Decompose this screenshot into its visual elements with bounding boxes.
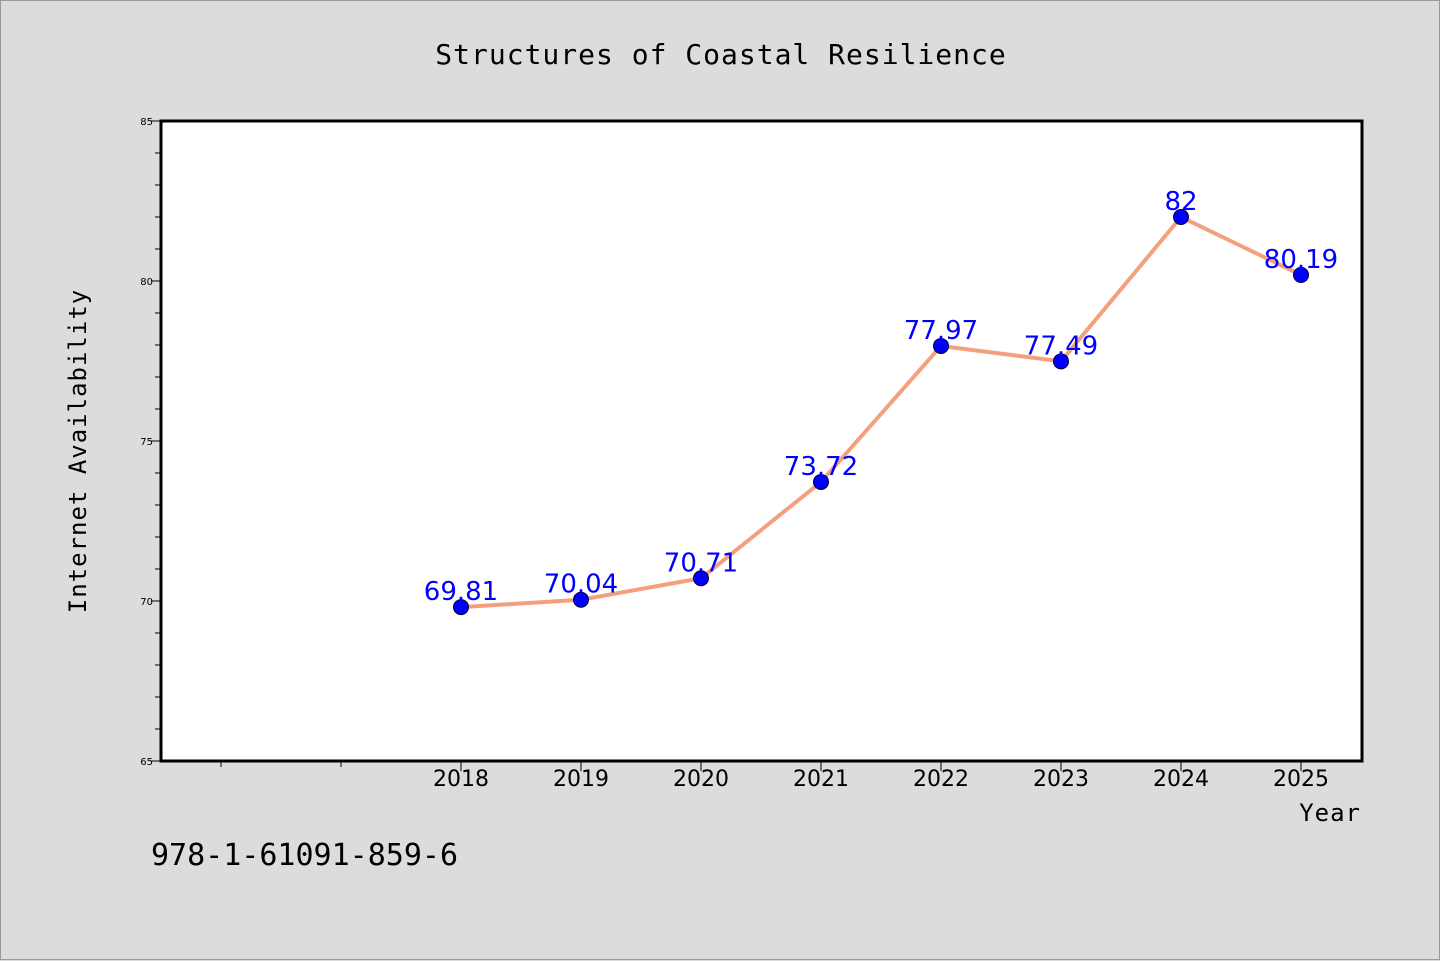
footer-id-text: 978-1-61091-859-6 <box>151 838 458 873</box>
data-point <box>1053 353 1069 370</box>
data-point <box>933 337 949 354</box>
data-point <box>1293 266 1309 283</box>
data-label: 70.71 <box>664 548 738 578</box>
data-point <box>1173 209 1189 225</box>
data-point <box>813 473 829 490</box>
y-axis: 65 70 75 80 85 <box>140 117 161 768</box>
x-tick-label: 2024 <box>1153 767 1209 792</box>
x-tick-label: 2018 <box>433 767 489 792</box>
data-label: 70.04 <box>544 570 618 600</box>
y-tick-label: 80 <box>140 277 153 288</box>
data-points <box>453 209 1309 616</box>
y-tick-label: 85 <box>140 117 153 128</box>
y-tick-label: 75 <box>140 437 153 448</box>
data-point <box>693 570 709 587</box>
x-axis: 2018 2019 2020 2021 2022 2023 2024 2025 <box>220 761 1329 792</box>
data-label: 82 <box>1164 187 1197 217</box>
data-label: 80.19 <box>1264 245 1338 275</box>
x-tick-label: 2020 <box>673 767 729 792</box>
x-tick-label: 2021 <box>793 767 849 792</box>
data-label: 77.49 <box>1024 331 1098 361</box>
y-tick-label: 70 <box>140 597 153 608</box>
x-tick-label: 2023 <box>1033 767 1089 792</box>
data-label: 73.72 <box>784 452 858 482</box>
y-axis-label: Internet Availability <box>64 289 92 613</box>
data-labels: 69.81 70.04 70.71 73.72 77.97 77.49 82 80.19 <box>424 187 1338 607</box>
x-tick-label: 2025 <box>1273 767 1329 792</box>
y-tick-label: 65 <box>140 757 153 768</box>
chart-title: Structures of Coastal Resilience <box>435 38 1006 71</box>
data-point <box>573 591 589 608</box>
x-tick-label: 2022 <box>913 767 969 792</box>
x-axis-label: Year <box>1299 799 1361 827</box>
plot-area <box>159 119 1364 763</box>
data-point <box>453 599 469 616</box>
data-label: 69.81 <box>424 577 498 607</box>
x-tick-label: 2019 <box>553 767 609 792</box>
series-line <box>460 215 1302 610</box>
data-label: 77.97 <box>904 316 978 346</box>
